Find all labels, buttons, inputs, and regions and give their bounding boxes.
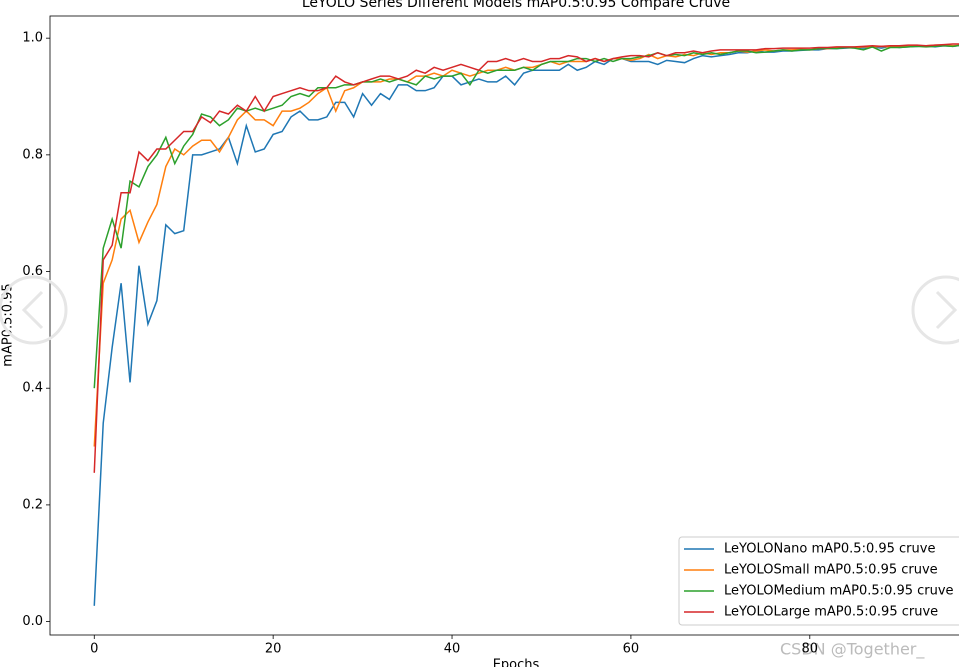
- legend: LeYOLONano mAP0.5:0.95 cruve LeYOLOSmall …: [678, 536, 959, 626]
- y-axis-label: mAP0.5:0.95: [1, 283, 16, 366]
- x-tick-label: 20: [265, 642, 282, 657]
- x-tick-label: 60: [623, 642, 640, 657]
- watermark: CSDN @Together_: [780, 640, 925, 660]
- chart-title: LeYOLO Series Different Models mAP0.5:0.…: [302, 0, 730, 11]
- y-tick-label: 0.8: [22, 147, 43, 162]
- x-tick-label: 40: [444, 642, 461, 657]
- series-line: [93, 44, 959, 389]
- legend-box: [678, 536, 959, 626]
- series-line: [93, 44, 959, 606]
- series-line: [93, 44, 959, 447]
- x-tick-label: 80: [802, 642, 819, 657]
- prev-arrow[interactable]: [0, 275, 68, 345]
- y-tick-label: 0.6: [22, 264, 43, 279]
- plot-area: [93, 43, 959, 606]
- y-tick-label: 0.4: [22, 381, 43, 396]
- next-arrow[interactable]: [911, 275, 959, 345]
- y-tick-label: 0.2: [22, 497, 43, 512]
- y-tick-label: 0.0: [22, 614, 43, 629]
- legend-label: LeYOLOMedium mAP0.5:0.95 cruve: [724, 584, 954, 599]
- y-tick-label: 1.0: [22, 31, 43, 46]
- legend-label: LeYOLONano mAP0.5:0.95 cruve: [724, 542, 935, 557]
- axes-frame: [49, 15, 959, 636]
- legend-label: LeYOLOLarge mAP0.5:0.95 cruve: [724, 605, 938, 620]
- x-axis-label: Epochs: [493, 658, 540, 667]
- x-tick-label: 0: [90, 642, 98, 657]
- legend-label: LeYOLOSmall mAP0.5:0.95 cruve: [724, 563, 938, 578]
- series-line: [93, 43, 959, 473]
